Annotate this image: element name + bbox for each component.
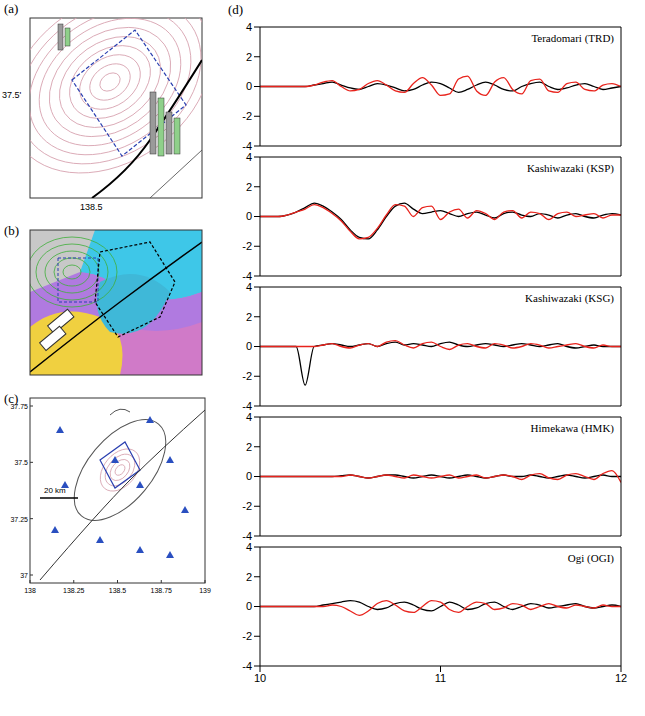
svg-text:2: 2 xyxy=(246,311,252,323)
svg-text:-4: -4 xyxy=(242,270,252,282)
svg-text:-2: -2 xyxy=(242,500,252,512)
svg-text:37.5: 37.5 xyxy=(14,459,28,466)
svg-text:-2: -2 xyxy=(242,630,252,642)
svg-text:4: 4 xyxy=(246,282,252,293)
html-text:(d): (d) xyxy=(228,2,244,17)
html-text:Himekawa (HMK): Himekawa (HMK) xyxy=(530,422,614,434)
svg-text:37: 37 xyxy=(20,572,28,579)
html-text:Teradomari (TRD): Teradomari (TRD) xyxy=(531,32,614,44)
svg-text:-2: -2 xyxy=(242,240,252,252)
svg-text:2: 2 xyxy=(246,51,252,63)
svg-text:0: 0 xyxy=(246,340,252,352)
svg-text:-4: -4 xyxy=(242,400,252,412)
svg-text:-2: -2 xyxy=(242,370,252,382)
svg-text:138.5: 138.5 xyxy=(80,202,103,212)
svg-text:37.5': 37.5' xyxy=(2,90,22,100)
svg-text:138.25: 138.25 xyxy=(63,587,85,594)
html-text:Ogi (OGI): Ogi (OGI) xyxy=(567,552,614,564)
svg-text:-4: -4 xyxy=(242,660,252,672)
svg-text:4: 4 xyxy=(246,542,252,553)
svg-text:4: 4 xyxy=(246,412,252,423)
svg-text:138.5: 138.5 xyxy=(109,587,127,594)
svg-text:37.25: 37.25 xyxy=(10,516,28,523)
svg-text:-4: -4 xyxy=(242,530,252,542)
svg-text:(c): (c) xyxy=(4,391,19,406)
svg-text:-2: -2 xyxy=(242,110,252,122)
svg-text:(b): (b) xyxy=(4,223,19,238)
svg-text:37.75: 37.75 xyxy=(10,403,28,410)
svg-text:2: 2 xyxy=(246,441,252,453)
svg-text:138.75: 138.75 xyxy=(151,587,173,594)
svg-text:2: 2 xyxy=(246,181,252,193)
html-text:Kashiwazaki (KSG): Kashiwazaki (KSG) xyxy=(525,292,614,304)
svg-text:0: 0 xyxy=(246,600,252,612)
svg-text:0: 0 xyxy=(246,80,252,92)
svg-text:138: 138 xyxy=(24,587,36,594)
svg-text:0: 0 xyxy=(246,470,252,482)
svg-text:4: 4 xyxy=(246,22,252,33)
svg-text:10: 10 xyxy=(254,672,266,684)
svg-text:-4: -4 xyxy=(242,140,252,152)
svg-text:139: 139 xyxy=(199,587,211,594)
svg-text:12: 12 xyxy=(615,672,627,684)
svg-text:0: 0 xyxy=(246,210,252,222)
svg-text:11: 11 xyxy=(435,672,446,684)
svg-text:4: 4 xyxy=(246,152,252,163)
svg-text:2: 2 xyxy=(246,571,252,583)
svg-text:20 km: 20 km xyxy=(44,486,66,495)
html-text:Kashiwazaki (KSP): Kashiwazaki (KSP) xyxy=(526,162,614,174)
svg-text:(a): (a) xyxy=(4,1,18,16)
